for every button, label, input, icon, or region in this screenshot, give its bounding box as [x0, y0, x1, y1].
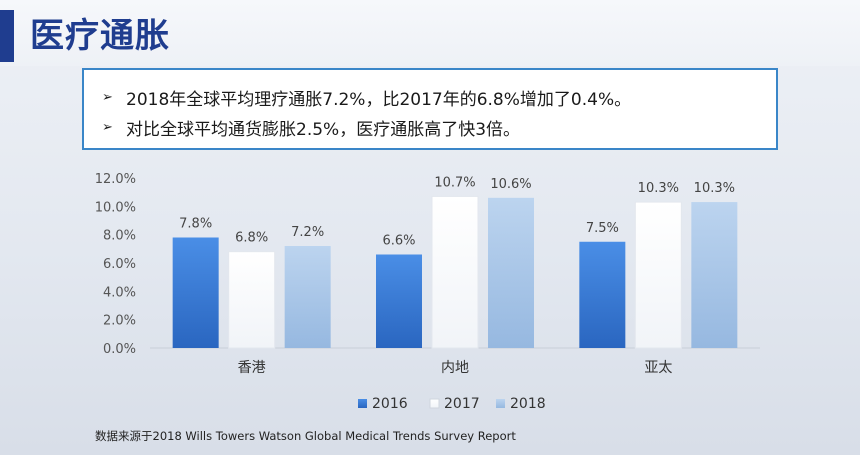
- data-label: 6.8%: [235, 231, 268, 246]
- arrow-bullet-icon: ➢: [102, 89, 113, 105]
- data-label: 10.7%: [434, 175, 475, 190]
- bar-2016-内地: [376, 254, 422, 348]
- bar-2018-亚太: [691, 202, 738, 348]
- title-accent-bar: [0, 10, 14, 62]
- y-tick-label: 8.0%: [103, 229, 136, 244]
- legend-label: 2016: [372, 396, 408, 412]
- data-label: 7.8%: [179, 217, 212, 232]
- legend-swatch-2018: [496, 399, 505, 408]
- data-label: 10.6%: [490, 177, 531, 192]
- category-label: 内地: [441, 360, 469, 376]
- legend-label: 2018: [510, 396, 546, 412]
- y-tick-label: 12.0%: [95, 172, 136, 187]
- bar-2017-香港: [228, 251, 276, 349]
- arrow-bullet-icon: ➢: [102, 119, 113, 135]
- y-tick-label: 6.0%: [103, 257, 136, 272]
- callout-text-1: 2018年全球平均理疗通胀7.2%，比2017年的6.8%增加了0.4%。: [126, 89, 632, 110]
- callout-line-2: ➢ 对比全球平均通货膨胀2.5%，医疗通胀高了快3倍。: [102, 112, 758, 142]
- bar-2016-香港: [172, 237, 219, 348]
- callout-line-1: ➢ 2018年全球平均理疗通胀7.2%，比2017年的6.8%增加了0.4%。: [102, 82, 758, 112]
- data-label: 10.3%: [694, 181, 735, 196]
- legend-swatch-2016: [358, 399, 367, 408]
- bar-2018-内地: [488, 197, 534, 348]
- bar-2018-香港: [284, 246, 331, 348]
- legend-swatch-2017: [429, 398, 440, 409]
- bar-2017-内地: [431, 195, 479, 349]
- data-label: 7.2%: [291, 225, 324, 240]
- page-title: 医疗通胀: [30, 16, 170, 56]
- source-note: 数据来源于2018 Wills Towers Watson Global Med…: [95, 429, 516, 443]
- category-label: 香港: [238, 360, 266, 376]
- legend-label: 2017: [444, 396, 480, 412]
- y-tick-label: 10.0%: [95, 200, 136, 215]
- data-label: 10.3%: [638, 181, 679, 196]
- callout-text-2: 对比全球平均通货膨胀2.5%，医疗通胀高了快3倍。: [126, 119, 521, 140]
- bar-chart: 0.0% 2.0% 4.0% 6.0% 8.0% 10.0% 12.0% 7.8% 6.8% 7.…: [95, 172, 760, 412]
- bar-2016-亚太: [579, 241, 626, 348]
- bar-2017-亚太: [634, 201, 682, 349]
- header-band: [0, 0, 860, 66]
- data-label: 7.5%: [586, 221, 619, 236]
- summary-callout: ➢ 2018年全球平均理疗通胀7.2%，比2017年的6.8%增加了0.4%。 …: [82, 68, 778, 150]
- y-tick-label: 0.0%: [103, 342, 136, 357]
- data-label: 6.6%: [382, 234, 415, 249]
- y-tick-label: 4.0%: [103, 285, 136, 300]
- y-tick-label: 2.0%: [103, 314, 136, 329]
- category-label: 亚太: [644, 360, 672, 376]
